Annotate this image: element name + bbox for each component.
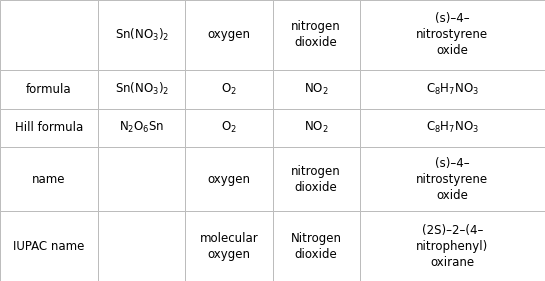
Text: (s)–4–
nitrostyrene
oxide: (s)–4– nitrostyrene oxide [416,157,488,202]
Bar [98,0,185,70]
Text: nitrogen
dioxide: nitrogen dioxide [291,21,341,49]
Text: molecular
oxygen: molecular oxygen [199,232,258,260]
Bar [272,0,360,70]
Bar [360,70,545,108]
Bar [185,147,272,211]
Text: name: name [32,173,66,186]
Bar [360,211,545,281]
Text: (2S)–2–(4–
nitrophenyl)
oxirane: (2S)–2–(4– nitrophenyl) oxirane [416,224,488,269]
Text: $\mathregular{NO_2}$: $\mathregular{NO_2}$ [304,120,329,135]
Text: $\mathregular{O_2}$: $\mathregular{O_2}$ [221,82,237,97]
Text: $\mathregular{NO_2}$: $\mathregular{NO_2}$ [304,82,329,97]
Text: oxygen: oxygen [208,28,250,41]
Text: IUPAC name: IUPAC name [14,240,84,253]
Text: Nitrogen
dioxide: Nitrogen dioxide [290,232,342,260]
Bar [360,108,545,147]
Bar [98,108,185,147]
Text: Hill formula: Hill formula [15,121,83,134]
Bar [272,147,360,211]
Bar [0,211,98,281]
Bar [0,108,98,147]
Text: nitrogen
dioxide: nitrogen dioxide [291,165,341,194]
Bar [98,147,185,211]
Bar [185,0,272,70]
Text: oxygen: oxygen [208,173,250,186]
Bar [185,70,272,108]
Text: $\mathregular{C_8H_7NO_3}$: $\mathregular{C_8H_7NO_3}$ [426,82,479,97]
Bar [360,147,545,211]
Text: $\mathregular{N_2O_6Sn}$: $\mathregular{N_2O_6Sn}$ [119,120,165,135]
Bar [0,70,98,108]
Text: (s)–4–
nitrostyrene
oxide: (s)–4– nitrostyrene oxide [416,12,488,57]
Bar [0,147,98,211]
Bar [0,0,98,70]
Text: $\mathregular{O_2}$: $\mathregular{O_2}$ [221,120,237,135]
Bar [272,70,360,108]
Bar [98,211,185,281]
Bar [185,108,272,147]
Bar [360,0,545,70]
Bar [272,108,360,147]
Text: $\mathregular{Sn(NO_3)_2}$: $\mathregular{Sn(NO_3)_2}$ [114,27,169,43]
Text: formula: formula [26,83,72,96]
Bar [272,211,360,281]
Bar [98,70,185,108]
Bar [185,211,272,281]
Text: $\mathregular{C_8H_7NO_3}$: $\mathregular{C_8H_7NO_3}$ [426,120,479,135]
Text: $\mathregular{Sn(NO_3)_2}$: $\mathregular{Sn(NO_3)_2}$ [114,81,169,97]
